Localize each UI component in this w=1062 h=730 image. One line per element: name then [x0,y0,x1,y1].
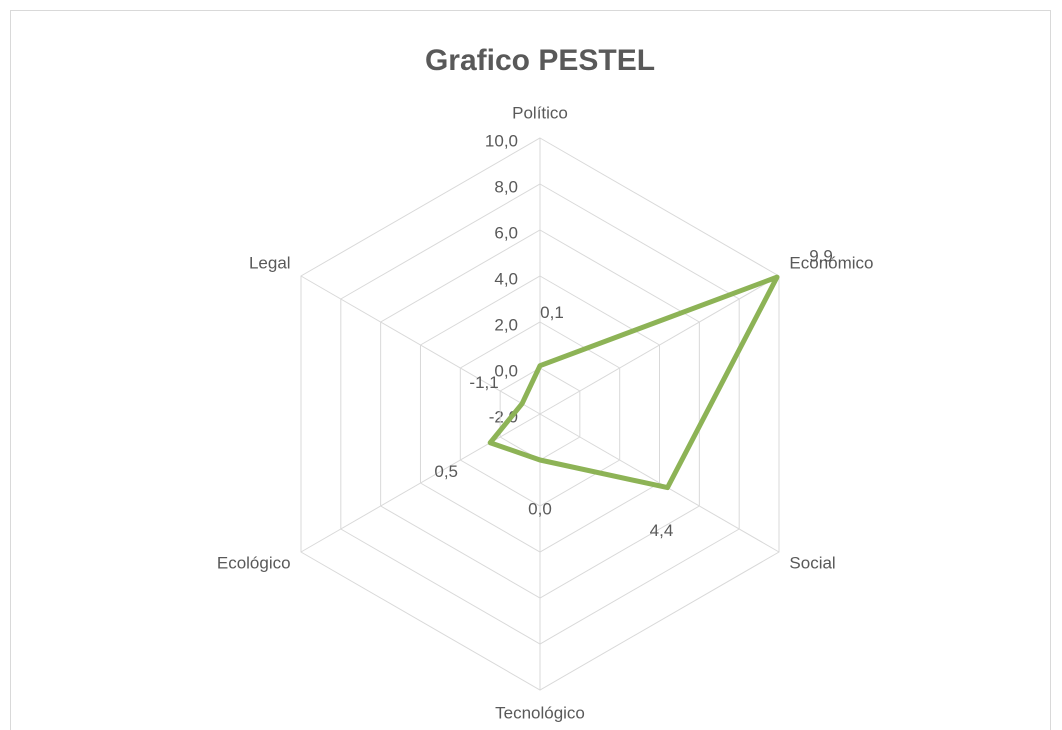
data-label: -1,1 [469,373,498,392]
category-label: Legal [249,253,291,272]
data-label: 4,4 [650,521,674,540]
data-label: 9,9 [809,247,833,266]
axis-spoke [300,413,541,553]
axis-spoke [539,275,780,415]
r-tick-label: 4,0 [494,269,518,288]
category-label: Económico [789,253,873,272]
r-tick-label: -2,0 [489,407,518,426]
r-tick-label: 8,0 [494,177,518,196]
r-tick-label: 2,0 [494,315,518,334]
r-tick-label: 10,0 [485,131,518,150]
category-label: Tecnológico [495,703,585,722]
data-label: 0,1 [540,303,564,322]
category-label: Ecológico [217,553,291,572]
axis-spoke [539,413,780,553]
series-line [487,274,780,491]
data-label: 0,5 [434,462,458,481]
chart-frame [10,10,1051,730]
category-label: Político [512,103,568,122]
data-label: 0,0 [528,499,552,518]
axis-spoke [300,275,541,415]
category-label: Social [789,553,835,572]
chart-title: Grafico PESTEL [425,44,655,77]
r-tick-label: 6,0 [494,223,518,242]
r-tick-label: 0,0 [494,361,518,380]
